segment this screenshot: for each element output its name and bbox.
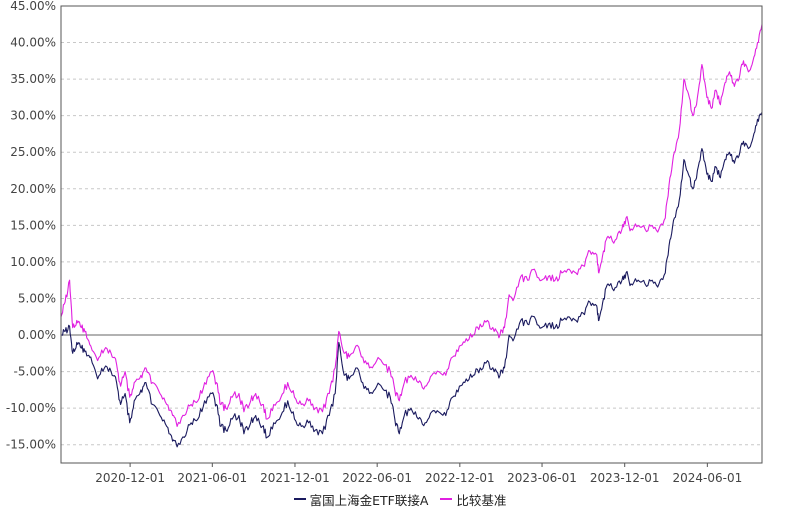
y-tick-label: 10.00% bbox=[10, 255, 56, 269]
y-axis: -15.00% -10.00% -5.00% 0.00% 5.00% 10.00% 15.0… bbox=[6, 0, 56, 452]
series-lines bbox=[60, 24, 763, 448]
y-tick-label: 20.00% bbox=[10, 182, 56, 196]
y-tick-label: -15.00% bbox=[6, 438, 56, 452]
y-tick-label: 0.00% bbox=[18, 328, 56, 342]
legend-swatch-fund bbox=[293, 498, 306, 500]
x-axis: 2020-12-01 2021-06-01 2021-12-01 2022-06-01… bbox=[95, 463, 742, 485]
legend-item-fund[interactable]: 富国上海金ETF联接A bbox=[293, 490, 429, 509]
legend: 富国上海金ETF联接A 比较基准 bbox=[0, 488, 800, 510]
legend-swatch-benchmark bbox=[440, 498, 453, 500]
x-tick-label: 2021-06-01 bbox=[177, 471, 247, 485]
y-tick-label: 30.00% bbox=[10, 109, 56, 123]
plot-frame bbox=[60, 5, 763, 464]
y-tick-label: 15.00% bbox=[10, 218, 56, 232]
y-tick-label: 45.00% bbox=[10, 0, 56, 13]
series-line-fund bbox=[61, 111, 763, 448]
series-line-benchmark bbox=[60, 24, 763, 427]
x-tick-label: 2023-12-01 bbox=[590, 471, 660, 485]
legend-item-benchmark[interactable]: 比较基准 bbox=[440, 490, 506, 509]
y-tick-label: -10.00% bbox=[6, 401, 56, 415]
y-tick-label: 5.00% bbox=[18, 291, 56, 305]
legend-label-fund: 富国上海金ETF联接A bbox=[309, 492, 429, 508]
y-tick-label: 40.00% bbox=[10, 36, 56, 50]
x-tick-label: 2024-06-01 bbox=[672, 471, 742, 485]
y-tick-label: 25.00% bbox=[10, 145, 56, 159]
x-tick-label: 2020-12-01 bbox=[95, 471, 165, 485]
legend-label-benchmark: 比较基准 bbox=[456, 492, 507, 508]
x-tick-label: 2023-06-01 bbox=[507, 471, 577, 485]
y-tick-label: -5.00% bbox=[14, 365, 56, 379]
x-tick-label: 2021-12-01 bbox=[260, 471, 330, 485]
grid-lines bbox=[61, 5, 762, 446]
y-tick-label: 35.00% bbox=[10, 72, 56, 86]
x-tick-label: 2022-06-01 bbox=[342, 471, 412, 485]
x-tick-label: 2022-12-01 bbox=[425, 471, 495, 485]
